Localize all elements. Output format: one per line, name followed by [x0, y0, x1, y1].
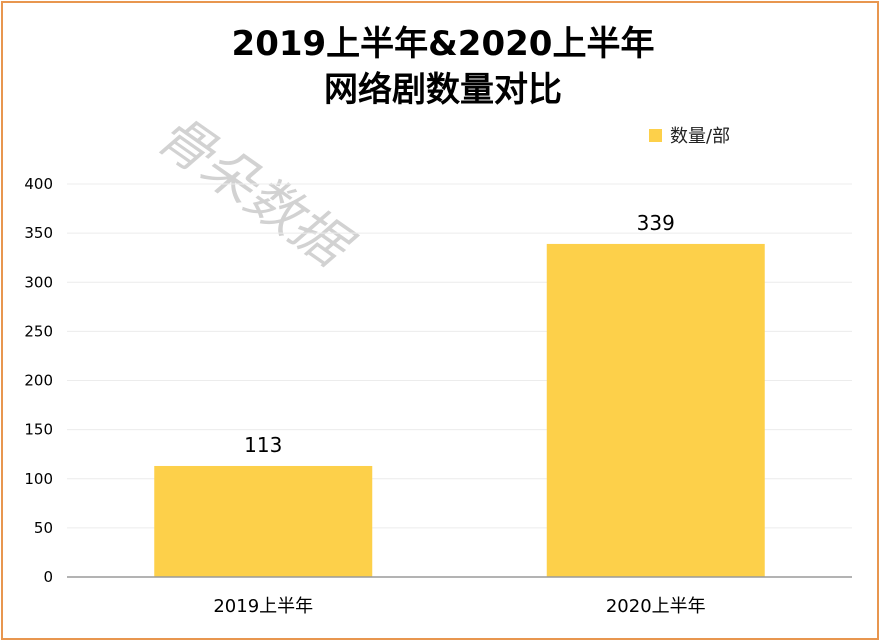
chart-title-line-1: 2019上半年&2020上半年 [232, 24, 655, 64]
legend-label: 数量/部 [670, 126, 730, 147]
bar [546, 243, 765, 577]
x-axis: 2019上半年 2020上半年 [67, 576, 852, 617]
y-tick-label: 150 [24, 421, 53, 439]
legend: 数量/部 [649, 126, 730, 147]
y-tick-label: 300 [24, 273, 53, 291]
bar-chart: 骨朵数据 2019上半年&2020上半年 网络剧数量对比 数量/部 0 50 100… [24, 24, 852, 617]
y-tick-label: 50 [34, 519, 53, 537]
bar [154, 465, 373, 577]
data-labels: 113 339 [244, 211, 675, 457]
watermark: 骨朵数据 [146, 102, 365, 282]
x-tick-label: 2020上半年 [606, 596, 706, 617]
chart-title-line-2: 网络剧数量对比 [324, 70, 562, 110]
y-tick-label: 400 [24, 175, 53, 193]
y-tick-label: 200 [24, 372, 53, 390]
legend-swatch [649, 129, 662, 142]
data-label: 339 [637, 211, 675, 235]
x-tick-label: 2019上半年 [213, 596, 313, 617]
y-tick-label: 100 [24, 470, 53, 488]
y-tick-label: 250 [24, 322, 53, 340]
y-tick-label: 0 [43, 568, 53, 586]
data-label: 113 [244, 433, 282, 457]
y-axis: 0 50 100 150 200 250 300 350 400 [24, 175, 53, 586]
y-tick-label: 350 [24, 224, 53, 242]
bars [154, 243, 765, 577]
